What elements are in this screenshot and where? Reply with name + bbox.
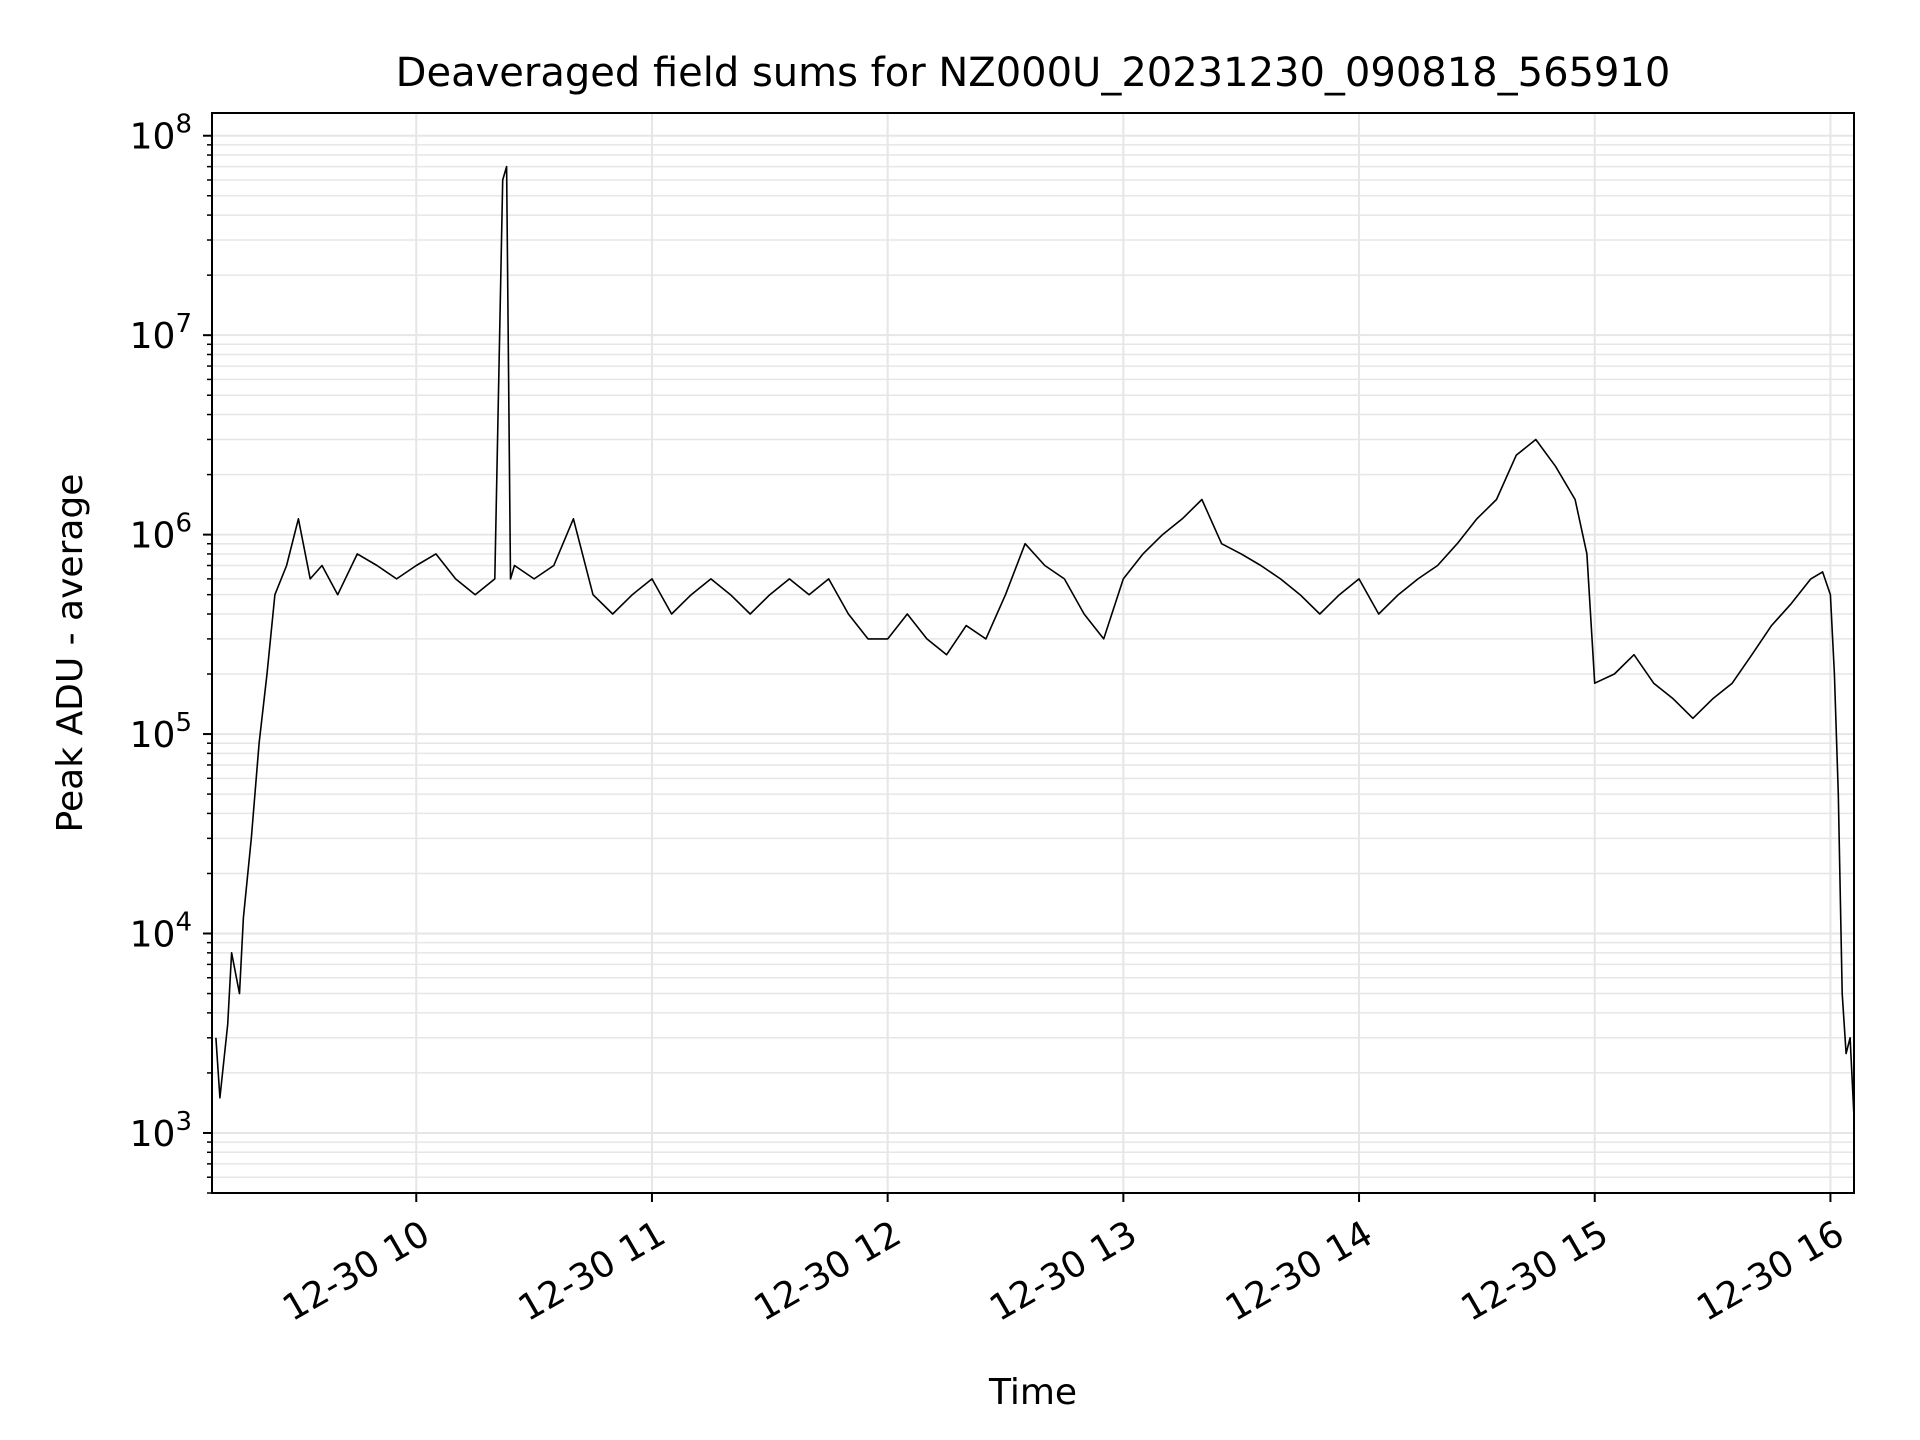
y-tick-label: 104 xyxy=(130,908,192,956)
series-layer xyxy=(215,165,1855,1118)
y-tick-label: 105 xyxy=(130,708,192,756)
y-axis-ticks: 103 104 105 106 107 108 xyxy=(130,110,212,1194)
y-tick-label: 106 xyxy=(130,509,192,557)
y-tick-label: 107 xyxy=(130,309,192,357)
y-axis-label: Peak ADU - average xyxy=(50,474,91,833)
x-axis-label: Time xyxy=(988,1372,1077,1413)
major-gridlines xyxy=(212,113,1854,1193)
minor-gridlines xyxy=(212,144,1854,1194)
series-line xyxy=(215,165,1855,1118)
y-tick-label: 103 xyxy=(130,1107,192,1155)
plot-frame xyxy=(211,112,1855,1194)
y-tick-label: 108 xyxy=(130,110,192,158)
chart-title: Deaveraged field sums for NZ000U_2023123… xyxy=(396,50,1671,96)
